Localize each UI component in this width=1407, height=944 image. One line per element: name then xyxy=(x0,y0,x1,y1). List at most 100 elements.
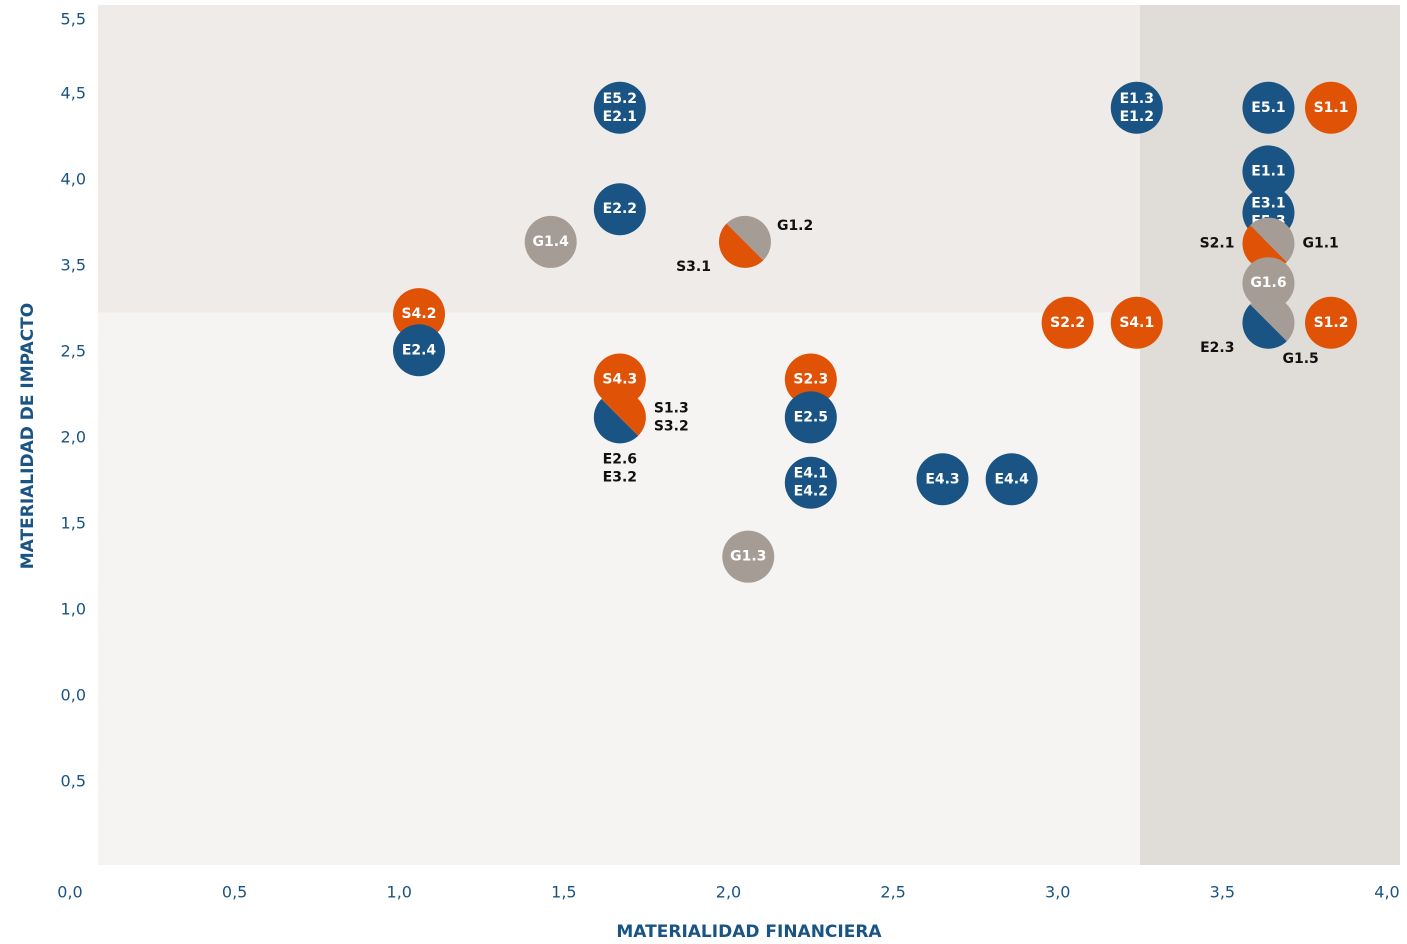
x-tick-label: 0,5 xyxy=(222,883,247,902)
point: G1.6 xyxy=(1242,257,1295,310)
point-outer-label: G1.2 xyxy=(777,218,813,234)
point: S2.3 xyxy=(784,353,837,406)
point-circle xyxy=(1110,81,1163,134)
point-label: E5.1 xyxy=(1251,100,1285,116)
y-tick-label: 1,5 xyxy=(61,514,86,533)
point: E1.1 xyxy=(1242,145,1295,198)
point-circle xyxy=(1041,296,1094,349)
point-label: S4.1 xyxy=(1119,315,1154,331)
point-outer-label: E2.6 xyxy=(603,451,637,467)
point-label: S1.2 xyxy=(1314,315,1349,331)
point-half xyxy=(601,391,646,436)
point-circle xyxy=(985,453,1038,506)
y-tick-label: 4,5 xyxy=(61,84,86,103)
point-circle xyxy=(593,81,646,134)
point: E4.1 E4.2 xyxy=(784,456,837,509)
point-half xyxy=(718,223,764,268)
point: S4.2 xyxy=(393,288,446,341)
x-tick-label: 2,5 xyxy=(880,883,905,902)
point-label: G1.6 xyxy=(1250,275,1286,291)
y-tick-label: 1,0 xyxy=(61,600,86,619)
x-tick-label: 3,0 xyxy=(1045,883,1070,902)
point-circle xyxy=(393,324,446,377)
point: E2.4 xyxy=(393,324,446,377)
point-circle xyxy=(784,391,837,444)
y-tick-label: 0,5 xyxy=(61,772,86,791)
point-circle xyxy=(1242,145,1295,198)
point-circle xyxy=(1242,81,1295,134)
point: E4.4 xyxy=(985,453,1038,506)
point: E2.5 xyxy=(784,391,837,444)
point-half xyxy=(1242,304,1287,349)
point-label: S2.2 xyxy=(1050,315,1085,331)
x-tick-label: 1,0 xyxy=(387,883,412,902)
point-half xyxy=(593,398,639,444)
y-tick-label: 4,0 xyxy=(61,170,86,189)
point-circle xyxy=(1305,81,1358,134)
point-circle xyxy=(916,453,969,506)
point: E1.3 E1.2 xyxy=(1110,81,1163,134)
point-circle xyxy=(1242,257,1295,310)
x-tick-label: 2,0 xyxy=(716,883,741,902)
point-outer-label: G1.1 xyxy=(1302,236,1338,252)
financial-band xyxy=(1140,5,1400,865)
point-label: E5.2 xyxy=(603,91,637,107)
point-circle xyxy=(393,288,446,341)
point-outer-label: S1.3 xyxy=(654,400,689,416)
point-circle xyxy=(784,353,837,406)
x-tick-label: 0,0 xyxy=(57,883,82,902)
point: E5.1 xyxy=(1242,81,1295,134)
point-label: E4.3 xyxy=(925,471,959,487)
point-label: G1.3 xyxy=(730,549,766,565)
x-tick-label: 4,0 xyxy=(1374,883,1399,902)
point: E2.3 G1.5 xyxy=(1200,296,1319,367)
point-label: E1.3 xyxy=(1120,91,1154,107)
point-label: E3.1 xyxy=(1251,196,1285,212)
point-circle xyxy=(722,530,775,583)
point-outer-label: S3.1 xyxy=(676,259,711,275)
point-outer-label: E3.2 xyxy=(603,469,637,485)
point-label: E1.2 xyxy=(1120,109,1154,125)
point-circle xyxy=(1110,296,1163,349)
point: S2.1 G1.1 xyxy=(1200,217,1339,270)
point: S1.3 S3.2 E2.6 E3.2 xyxy=(593,391,689,485)
point: E5.2 E2.1 xyxy=(593,81,646,134)
point-label: E2.2 xyxy=(603,201,637,217)
point-label: S4.3 xyxy=(602,372,637,388)
point-label: E4.1 xyxy=(794,466,828,482)
regions xyxy=(98,5,1400,865)
point-outer-label: S2.1 xyxy=(1200,236,1235,252)
point-circle xyxy=(524,215,577,268)
point-circle xyxy=(1305,296,1358,349)
point: S1.1 xyxy=(1305,81,1358,134)
point-outer-label: G1.5 xyxy=(1282,351,1318,367)
point: S1.2 xyxy=(1305,296,1358,349)
point-outer-label: E2.3 xyxy=(1200,340,1234,356)
point-outer-label: S3.2 xyxy=(654,418,689,434)
point: S2.2 xyxy=(1041,296,1094,349)
point: E2.2 xyxy=(593,183,646,236)
point-label: G1.4 xyxy=(533,234,570,250)
point: G1.4 xyxy=(524,215,577,268)
point-label: S1.1 xyxy=(1314,100,1349,116)
y-tick-label: 0,0 xyxy=(61,686,86,705)
point-label: S2.3 xyxy=(793,372,828,388)
point-label: E2.1 xyxy=(603,109,637,125)
point-half xyxy=(1250,296,1295,342)
point: G1.2 S3.1 xyxy=(676,215,813,275)
y-axis-title: MATERIALIDAD DE IMPACTO xyxy=(18,303,38,569)
x-tick-label: 3,5 xyxy=(1210,883,1235,902)
point-label: E1.1 xyxy=(1251,163,1285,179)
point-label: E2.5 xyxy=(794,409,828,425)
point-half xyxy=(726,215,771,261)
y-tick-label: 5,5 xyxy=(61,10,86,29)
point: G1.3 xyxy=(722,530,775,583)
point-circle xyxy=(593,183,646,236)
x-tick-label: 1,5 xyxy=(551,883,576,902)
point: S4.1 xyxy=(1110,296,1163,349)
point-circle xyxy=(593,353,646,406)
point: S4.3 xyxy=(593,353,646,406)
point-label: E4.4 xyxy=(994,471,1029,487)
point: E4.3 xyxy=(916,453,969,506)
